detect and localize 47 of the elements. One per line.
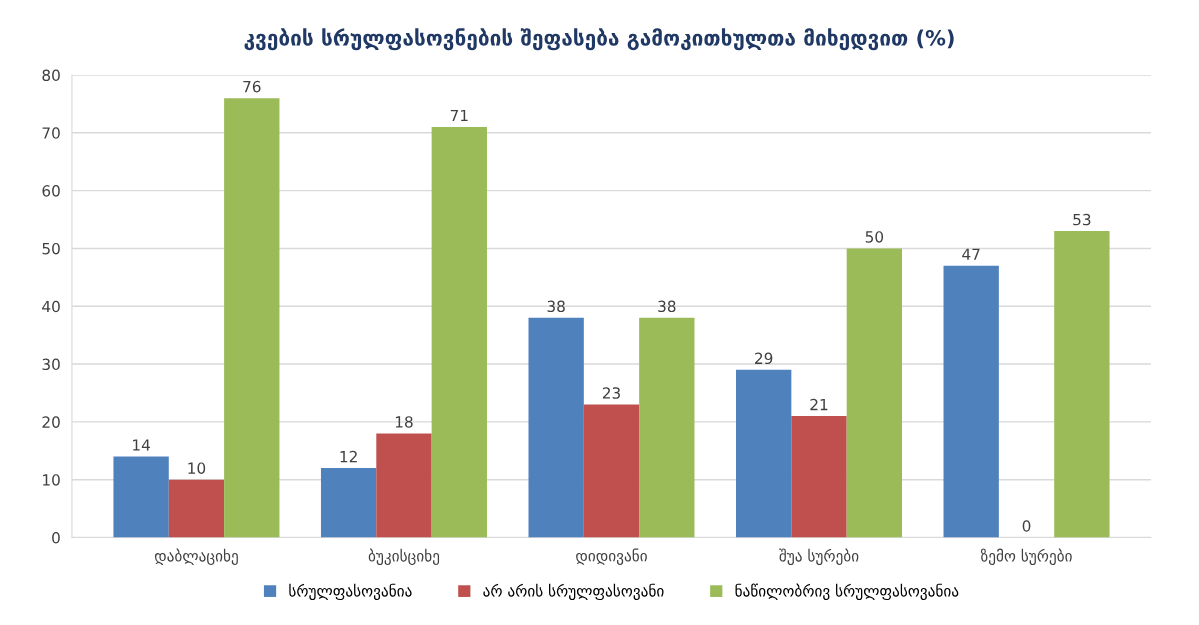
y-tick-label: 10	[43, 474, 60, 486]
data-label: 29	[755, 352, 773, 365]
bar	[320, 468, 377, 538]
data-label: 23	[602, 387, 620, 399]
x-tick-label: დიდივანი	[576, 548, 647, 565]
bar	[583, 404, 640, 538]
data-label: 21	[810, 398, 828, 411]
bar	[639, 317, 695, 538]
y-tick-label: 50	[42, 242, 60, 255]
x-tick-label: ზემო სურები	[980, 548, 1072, 566]
data-label: 10	[188, 462, 206, 474]
y-tick-label: 40	[42, 300, 60, 313]
data-label: 38	[658, 300, 676, 313]
bar	[846, 248, 903, 538]
bar	[113, 456, 169, 538]
bar	[376, 433, 432, 538]
data-label: 12	[340, 450, 357, 463]
x-tick-label: ბუკისციხე	[368, 548, 440, 566]
legend-label: სრულფასოვანია	[289, 583, 412, 601]
bar	[224, 98, 280, 538]
y-tick-label: 0	[52, 531, 60, 544]
data-label: 38	[547, 300, 565, 313]
bar	[736, 369, 792, 538]
bar	[168, 479, 225, 538]
data-label: 18	[395, 416, 413, 428]
y-tick-label: 30	[42, 358, 60, 371]
data-label: 71	[450, 109, 468, 122]
y-tick-label: 60	[42, 185, 60, 197]
data-label: 50	[865, 231, 884, 243]
bar	[528, 317, 584, 538]
bar	[943, 265, 999, 538]
y-tick-label: 80	[42, 69, 60, 82]
chart-title: კვების სრულფასოვნების შეფასება გამოკითხულთა მიხედვით (%)	[244, 28, 954, 51]
y-tick-label: 70	[42, 127, 60, 139]
bar	[1054, 231, 1110, 538]
data-label: 14	[133, 439, 150, 451]
x-tick-label: შუა სურები	[779, 548, 859, 566]
data-label: 47	[962, 248, 980, 260]
data-label: 53	[1073, 213, 1091, 226]
legend-label: არ არის სრულფასოვანი	[483, 583, 664, 601]
legend-label: ნაწილობრივ სრულფასოვანია	[735, 583, 959, 601]
bar	[791, 416, 847, 538]
y-tick-label: 20	[42, 416, 60, 428]
data-label: 76	[243, 80, 261, 93]
x-tick-label: დაბლაციხე	[154, 548, 238, 566]
bar	[431, 127, 487, 538]
data-label: 0	[1022, 520, 1031, 532]
